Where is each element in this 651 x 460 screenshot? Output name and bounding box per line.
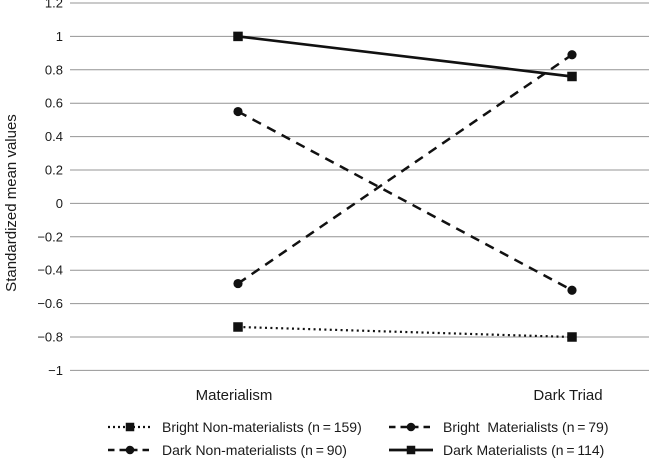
y-tick-label: −1 xyxy=(48,363,63,378)
legend-sample-dashed-circle xyxy=(108,445,152,455)
legend-label: Dark Non-materialists (n = 90) xyxy=(162,442,347,458)
legend-item: Dark Non-materialists (n = 90) xyxy=(107,439,388,460)
y-tick-label: 1.2 xyxy=(45,0,63,11)
series-marker-square xyxy=(233,322,243,332)
series-marker-circle xyxy=(567,50,577,60)
legend-label: Bright Materialists (n = 79) xyxy=(443,419,609,435)
legend: Bright Non-materialists (n = 159) Bright … xyxy=(107,416,609,460)
y-tick-label: −0.2 xyxy=(37,229,63,244)
legend-label: Bright Non-materialists (n = 159) xyxy=(162,419,362,435)
series-line xyxy=(237,53,573,285)
legend-sample-dashed-circle xyxy=(389,422,433,432)
series-marker-square xyxy=(233,31,243,42)
x-category-label: Dark Triad xyxy=(533,387,602,404)
y-tick-label: 0.4 xyxy=(45,129,63,144)
series-marker-square xyxy=(125,422,135,432)
y-tick-label: 0.6 xyxy=(45,96,63,111)
plot-area: 1.2 1 0.8 0.6 0.4 0.2 0 −0.2 −0.4 −0.6 −0.8 −1 Mater… xyxy=(37,0,649,404)
y-tick-label: −0.8 xyxy=(37,330,63,345)
legend-label: Dark Materialists (n = 114) xyxy=(443,442,605,458)
series-marker-square xyxy=(567,71,577,82)
series-line xyxy=(237,35,573,78)
y-tick-label: −0.4 xyxy=(37,263,63,278)
legend-sample-dotted-square xyxy=(108,422,152,432)
series-dotted-square xyxy=(233,322,577,342)
x-category-label: Materialism xyxy=(196,387,273,404)
y-tick-label: −0.6 xyxy=(37,296,63,311)
y-tick-label: 1 xyxy=(56,29,63,44)
series-line xyxy=(237,110,573,292)
series-line xyxy=(237,325,573,339)
legend-item: Bright Materialists (n = 79) xyxy=(388,416,609,438)
series-marker-square xyxy=(406,445,416,455)
series-dashed-circle xyxy=(233,106,577,295)
series-marker-circle xyxy=(406,422,416,432)
series-marker-circle xyxy=(233,278,243,289)
series-marker-circle xyxy=(125,445,135,455)
series-dashed-circle xyxy=(233,50,577,289)
legend-item: Bright Non-materialists (n = 159) xyxy=(107,416,388,438)
legend-item: Dark Materialists (n = 114) xyxy=(388,439,609,460)
y-tick-label: 0.8 xyxy=(45,62,63,77)
series-marker-square xyxy=(567,332,577,342)
series-marker-circle xyxy=(233,106,243,117)
legend-sample-solid-square xyxy=(389,445,433,455)
series-solid-square xyxy=(233,31,577,82)
y-tick-label: 0.2 xyxy=(45,163,63,178)
series-marker-circle xyxy=(567,285,577,295)
y-tick-label: 0 xyxy=(56,196,63,211)
